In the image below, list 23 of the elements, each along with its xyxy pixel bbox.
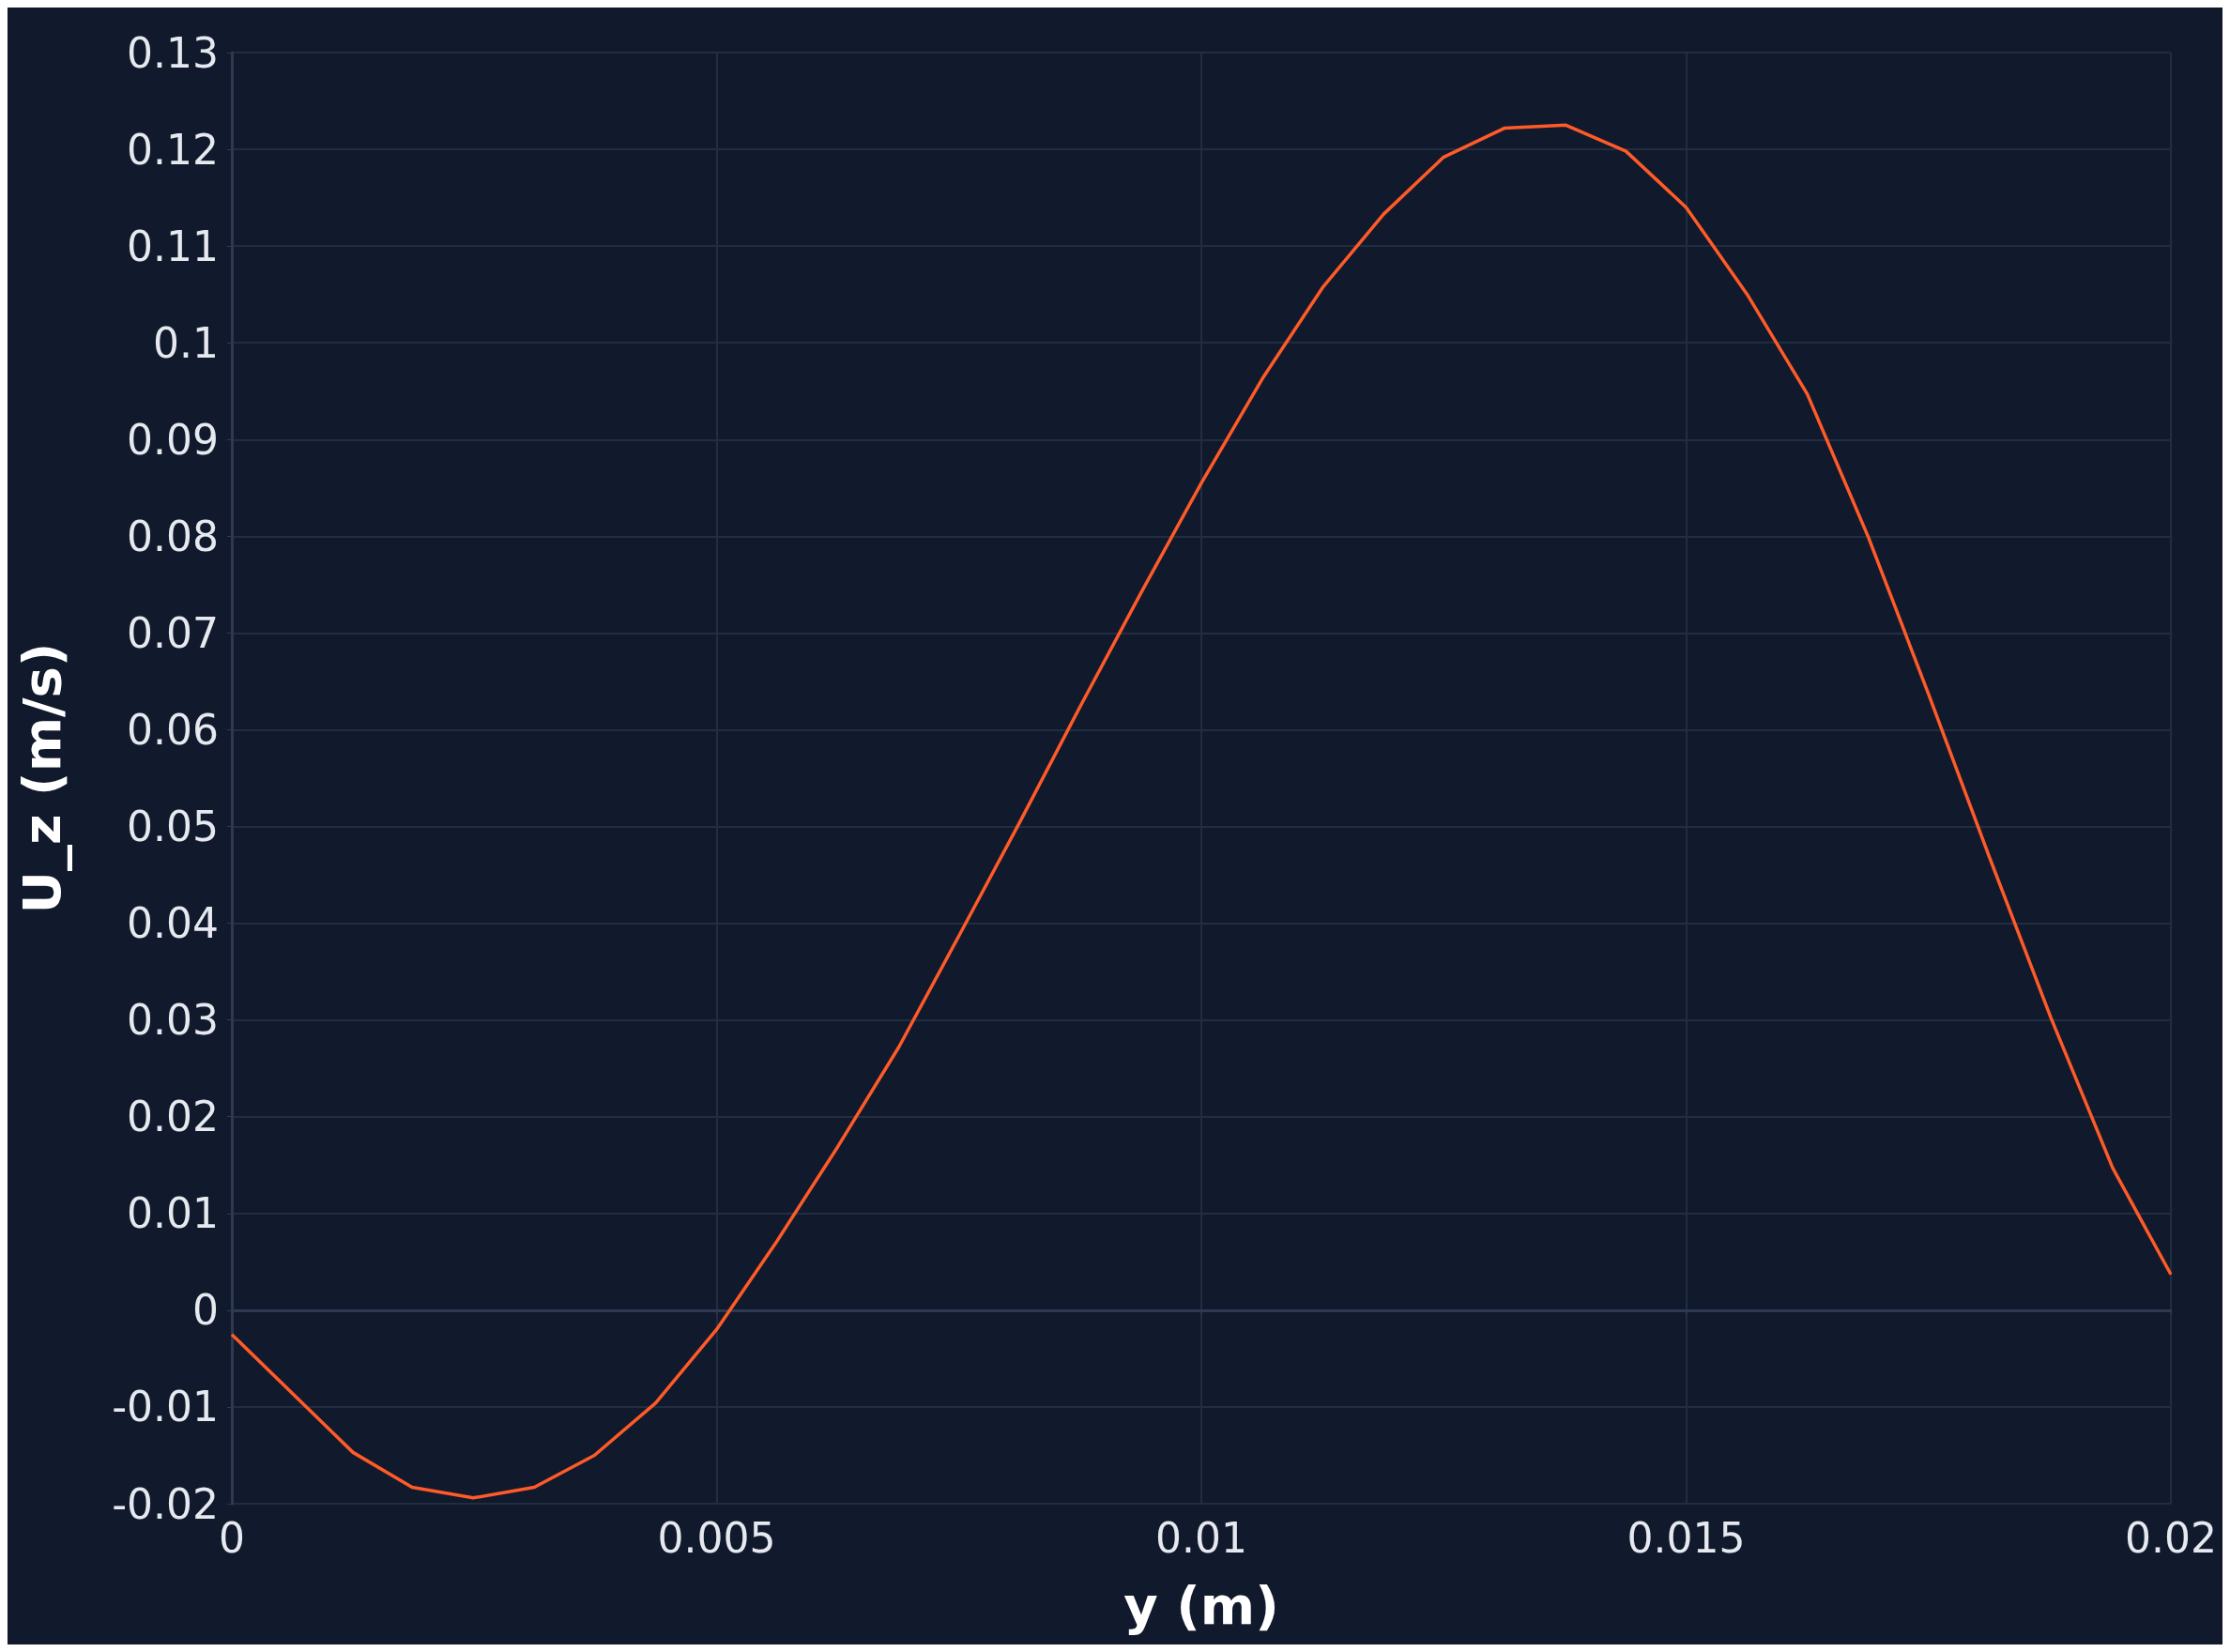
y-tick-label: 0.11	[127, 222, 219, 270]
y-tick-label: 0.1	[153, 318, 219, 367]
y-tick-label: 0.03	[127, 996, 219, 1045]
y-tick-label: -0.02	[112, 1479, 219, 1528]
x-tick-label: 0.02	[2125, 1513, 2217, 1562]
y-tick-label: 0.02	[127, 1093, 219, 1141]
x-tick-label: 0.015	[1627, 1513, 1746, 1562]
y-tick-label: 0.04	[127, 899, 219, 948]
y-tick-label: 0.07	[127, 608, 219, 657]
y-tick-label: 0	[192, 1286, 219, 1335]
x-axis-title: y (m)	[1123, 1574, 1279, 1636]
y-tick-label: 0.08	[127, 512, 219, 560]
y-tick-label: 0.06	[127, 705, 219, 754]
y-tick-label: 0.05	[127, 803, 219, 851]
y-tick-label: 0.09	[127, 415, 219, 464]
y-axis-title: U_z (m/s)	[10, 642, 72, 914]
line-series	[230, 123, 2173, 1500]
y-tick-label: 0.12	[127, 125, 219, 174]
y-tick-label: 0.13	[127, 28, 219, 77]
x-tick-label: 0.01	[1155, 1513, 1247, 1562]
y-tick-label: 0.01	[127, 1189, 219, 1238]
x-tick-label: 0.005	[657, 1513, 776, 1562]
y-tick-label: -0.01	[112, 1383, 219, 1431]
